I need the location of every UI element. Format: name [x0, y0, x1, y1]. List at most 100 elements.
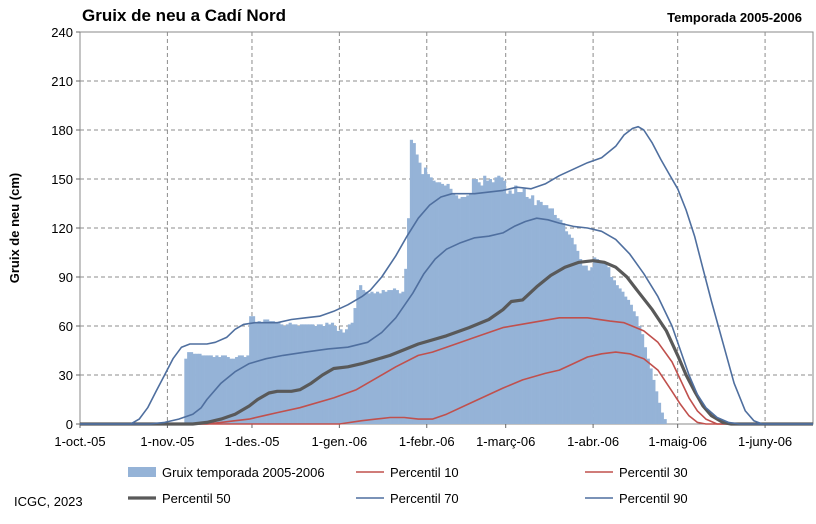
bar [641, 334, 645, 424]
bar [251, 316, 256, 424]
bar [463, 196, 467, 424]
bar [500, 177, 504, 424]
legend-label: Percentil 30 [619, 465, 688, 480]
bar [339, 329, 343, 424]
series-line-percentil-90 [80, 125, 813, 425]
bar [660, 412, 664, 424]
bar [488, 179, 492, 424]
bar [652, 379, 656, 424]
bar [604, 263, 608, 424]
bar [624, 296, 628, 424]
bar [638, 326, 642, 424]
bar [407, 218, 411, 424]
bar [553, 214, 557, 424]
bar [567, 234, 571, 424]
bar [260, 322, 264, 424]
bar [198, 353, 202, 424]
bar [302, 324, 306, 424]
bar [291, 324, 295, 424]
bar [215, 355, 219, 424]
bar [274, 322, 278, 424]
bar [443, 185, 447, 424]
bar [485, 180, 490, 424]
bar [235, 357, 239, 424]
bar [632, 311, 636, 424]
bar [629, 304, 633, 424]
bar [209, 355, 213, 424]
bar [579, 259, 583, 424]
bar [330, 322, 335, 424]
bar [438, 182, 442, 424]
bar [342, 332, 346, 424]
bar [412, 143, 416, 424]
bar [502, 180, 507, 424]
x-tick-label: 1-març-06 [476, 434, 535, 449]
bar [390, 290, 394, 424]
bar [226, 357, 230, 424]
bar [494, 177, 498, 424]
x-tick-label: 1-juny-06 [738, 434, 792, 449]
bar [299, 324, 304, 424]
bar [418, 162, 422, 425]
bar [471, 179, 476, 424]
bar [432, 180, 436, 424]
bar [328, 324, 332, 424]
bar [584, 265, 588, 424]
bar [364, 291, 368, 424]
bar [550, 208, 554, 424]
bar [542, 205, 546, 424]
bar-series [184, 139, 667, 425]
bar [404, 268, 408, 424]
bar [570, 237, 574, 424]
y-tick-label: 0 [66, 417, 73, 432]
bar [294, 324, 298, 424]
bar [564, 231, 569, 424]
y-tick-label: 180 [51, 123, 73, 138]
bar [528, 198, 532, 424]
bar [655, 391, 659, 424]
bar [246, 355, 250, 424]
credit-text: ICGC, 2023 [14, 494, 83, 509]
x-tick-label: 1-des.-05 [225, 434, 280, 449]
bar [423, 167, 428, 424]
bar [350, 322, 354, 424]
bar [229, 358, 233, 424]
bar [201, 355, 205, 424]
bar [519, 192, 523, 424]
legend-label: Percentil 90 [619, 491, 688, 506]
x-tick-label: 1-oct.-05 [54, 434, 105, 449]
bar [189, 352, 194, 424]
bar [452, 193, 456, 424]
bar [643, 347, 648, 424]
bar [392, 288, 397, 424]
legend-label: Gruix temporada 2005-2006 [162, 465, 325, 480]
bar [508, 190, 512, 424]
bar [480, 185, 484, 424]
bar [282, 326, 287, 424]
bar [454, 195, 459, 424]
bar [257, 321, 261, 424]
bar [361, 290, 366, 424]
bar [192, 353, 196, 424]
bar [581, 265, 585, 424]
bar [539, 201, 543, 424]
bar [311, 324, 315, 424]
bar [285, 324, 289, 424]
bar [663, 419, 667, 424]
bar [243, 357, 247, 424]
y-axis-label: Gruix de neu (cm) [7, 173, 22, 284]
bar [305, 324, 309, 424]
bar [562, 223, 566, 424]
bar [297, 326, 301, 424]
chart-title: Gruix de neu a Cadí Nord [82, 6, 287, 25]
x-tick-label: 1-febr.-06 [399, 434, 455, 449]
bar [610, 277, 614, 424]
bar [595, 259, 600, 424]
y-tick-label: 240 [51, 25, 73, 40]
bar [277, 322, 281, 424]
bar [266, 319, 270, 424]
legend-label: Percentil 50 [162, 491, 231, 506]
bar [491, 182, 495, 424]
bar [615, 285, 619, 424]
